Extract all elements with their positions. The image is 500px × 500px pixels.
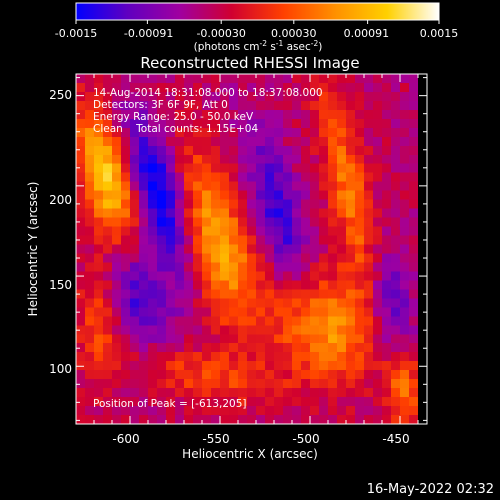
x-axis-label: Heliocentric X (arcsec) — [182, 447, 318, 461]
x-tick-label: -500 — [292, 432, 319, 446]
x-tick-label: -600 — [112, 432, 139, 446]
colorbar-tick-label: -0.0015 — [55, 27, 97, 40]
colorbar-gradient — [76, 3, 439, 20]
x-tick-label: -550 — [202, 432, 229, 446]
colorbar-tick-label: 0.0015 — [420, 27, 459, 40]
heatmap-image — [76, 74, 418, 424]
annotation-energy: Energy Range: 25.0 - 50.0 keV — [93, 111, 254, 123]
colorbar-tick-label: -0.00091 — [124, 27, 173, 40]
heatmap-raster — [76, 74, 418, 424]
y-tick-label: 100 — [49, 362, 72, 376]
y-tick-label: 200 — [49, 193, 72, 207]
colorbar-ticks — [75, 20, 440, 24]
y-axis-label: Heliocentric Y (arcsec) — [26, 182, 40, 317]
footer-timestamp: 16-May-2022 02:32 — [367, 482, 494, 497]
x-tick-label: -450 — [382, 432, 409, 446]
colorbar-units: (photons cm-2 s-1 asec-2) — [194, 39, 323, 53]
colorbar-tick-label: 0.00091 — [344, 27, 390, 40]
y-tick-label: 250 — [49, 88, 72, 102]
plot-frame — [75, 73, 428, 425]
colorbar-tick-label: 0.00030 — [271, 27, 317, 40]
chart-title: Reconstructed RHESSI Image — [140, 54, 359, 72]
annotation-peak: Position of Peak = [-613,205] — [93, 398, 247, 410]
y-tick-label: 150 — [49, 278, 72, 292]
annotation-detectors: Detectors: 3F 6F 9F, Att 0 — [93, 99, 228, 111]
annotation-time-range: 14-Aug-2014 18:31:08.000 to 18:37:08.000 — [93, 87, 323, 99]
colorbar: -0.0015 -0.00091 -0.00030 0.00030 0.0009… — [55, 2, 459, 53]
annotation-clean: Clean Total counts: 1.15E+04 — [93, 123, 258, 135]
colorbar-tick-label: -0.00030 — [196, 27, 245, 40]
colorbar-frame — [75, 2, 440, 21]
axis-ticks — [76, 74, 427, 424]
